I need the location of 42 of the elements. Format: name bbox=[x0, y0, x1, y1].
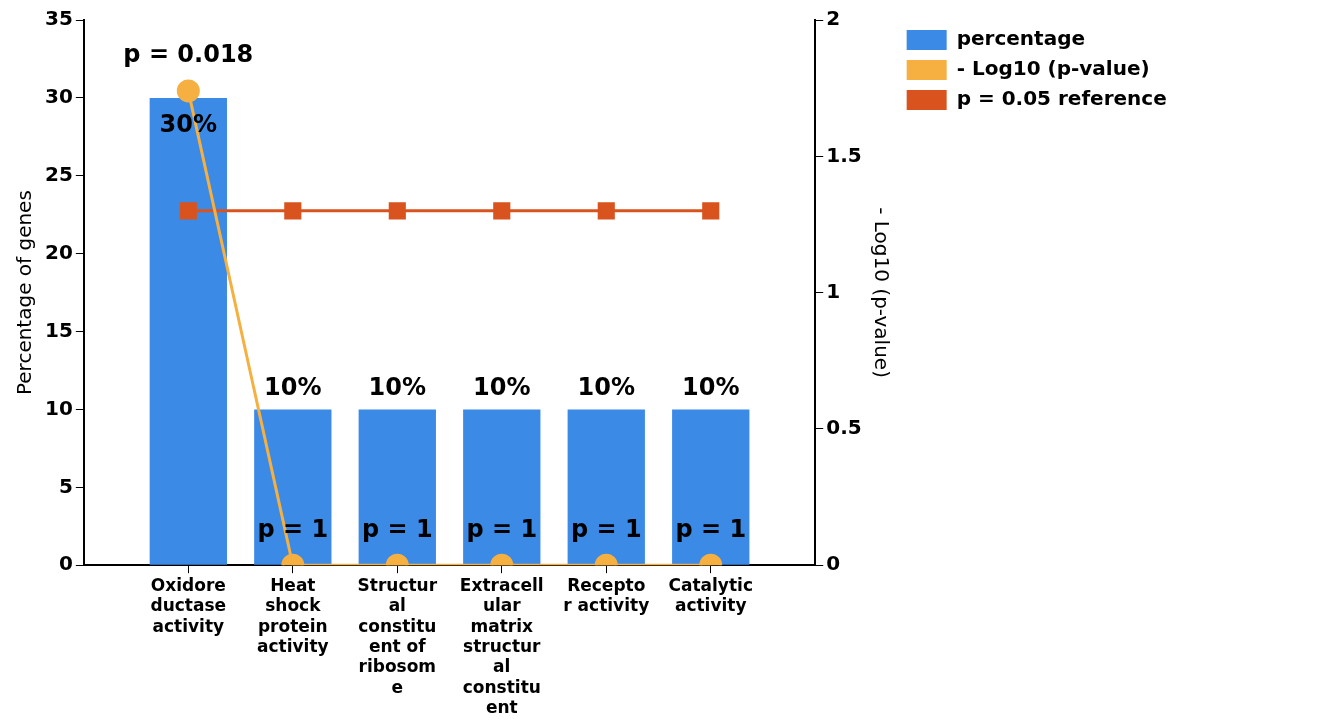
point bbox=[284, 202, 302, 220]
annotation: p = 1 bbox=[361, 515, 433, 544]
y-tick-label: 20 bbox=[44, 239, 73, 264]
point bbox=[597, 202, 615, 220]
y-tick-label: 30 bbox=[44, 84, 73, 109]
y-tick-label: 5 bbox=[58, 473, 73, 498]
y-tick-label: 25 bbox=[44, 161, 73, 186]
y2-tick-label: 0.5 bbox=[826, 415, 862, 440]
annotation: p = 1 bbox=[466, 515, 538, 544]
data-label: 10% bbox=[264, 373, 322, 402]
annotation: p = 1 bbox=[570, 515, 642, 544]
y-tick-label: 0 bbox=[58, 551, 73, 576]
y2-tick-label: 0 bbox=[826, 551, 841, 576]
x-tick-label: Recepto r activity bbox=[563, 574, 650, 616]
data-label: 10% bbox=[473, 373, 531, 402]
y2-tick-label: 1 bbox=[826, 278, 841, 303]
point bbox=[493, 202, 511, 220]
y2-axis-title: - Log10 (p-value) bbox=[870, 207, 895, 378]
annotation: p = 1 bbox=[675, 515, 747, 544]
y-axis-title: Percentage of genes bbox=[12, 190, 37, 396]
point bbox=[702, 202, 720, 220]
legend-label: p = 0.05 reference bbox=[956, 86, 1167, 111]
x-tick-label: Heat shock protein activity bbox=[256, 574, 329, 657]
x-tick-label: Catalytic activity bbox=[668, 574, 753, 616]
y-tick-label: 10 bbox=[44, 395, 73, 420]
y2-tick-label: 2 bbox=[826, 6, 841, 31]
point bbox=[388, 202, 406, 220]
y-tick-label: 35 bbox=[44, 6, 73, 31]
data-label: 10% bbox=[577, 373, 635, 402]
annotation: p = 1 bbox=[257, 515, 329, 544]
annotation: p = 0.018 bbox=[123, 40, 254, 69]
x-tick-label: Structur al constitu ent of ribosom e bbox=[357, 574, 438, 697]
data-label: 10% bbox=[368, 373, 427, 402]
y2-tick-label: 1.5 bbox=[826, 142, 862, 167]
x-tick-label: Oxidore ductase activity bbox=[150, 574, 227, 636]
x-tick-label: Extracell ular matrix structur al constitu ent bbox=[459, 574, 544, 718]
y-tick-label: 15 bbox=[44, 317, 73, 342]
point bbox=[176, 79, 200, 103]
data-label: 10% bbox=[682, 373, 740, 402]
legend-label: percentage bbox=[956, 26, 1086, 51]
point bbox=[179, 202, 197, 220]
legend-label: - Log10 (p-value) bbox=[956, 56, 1150, 81]
